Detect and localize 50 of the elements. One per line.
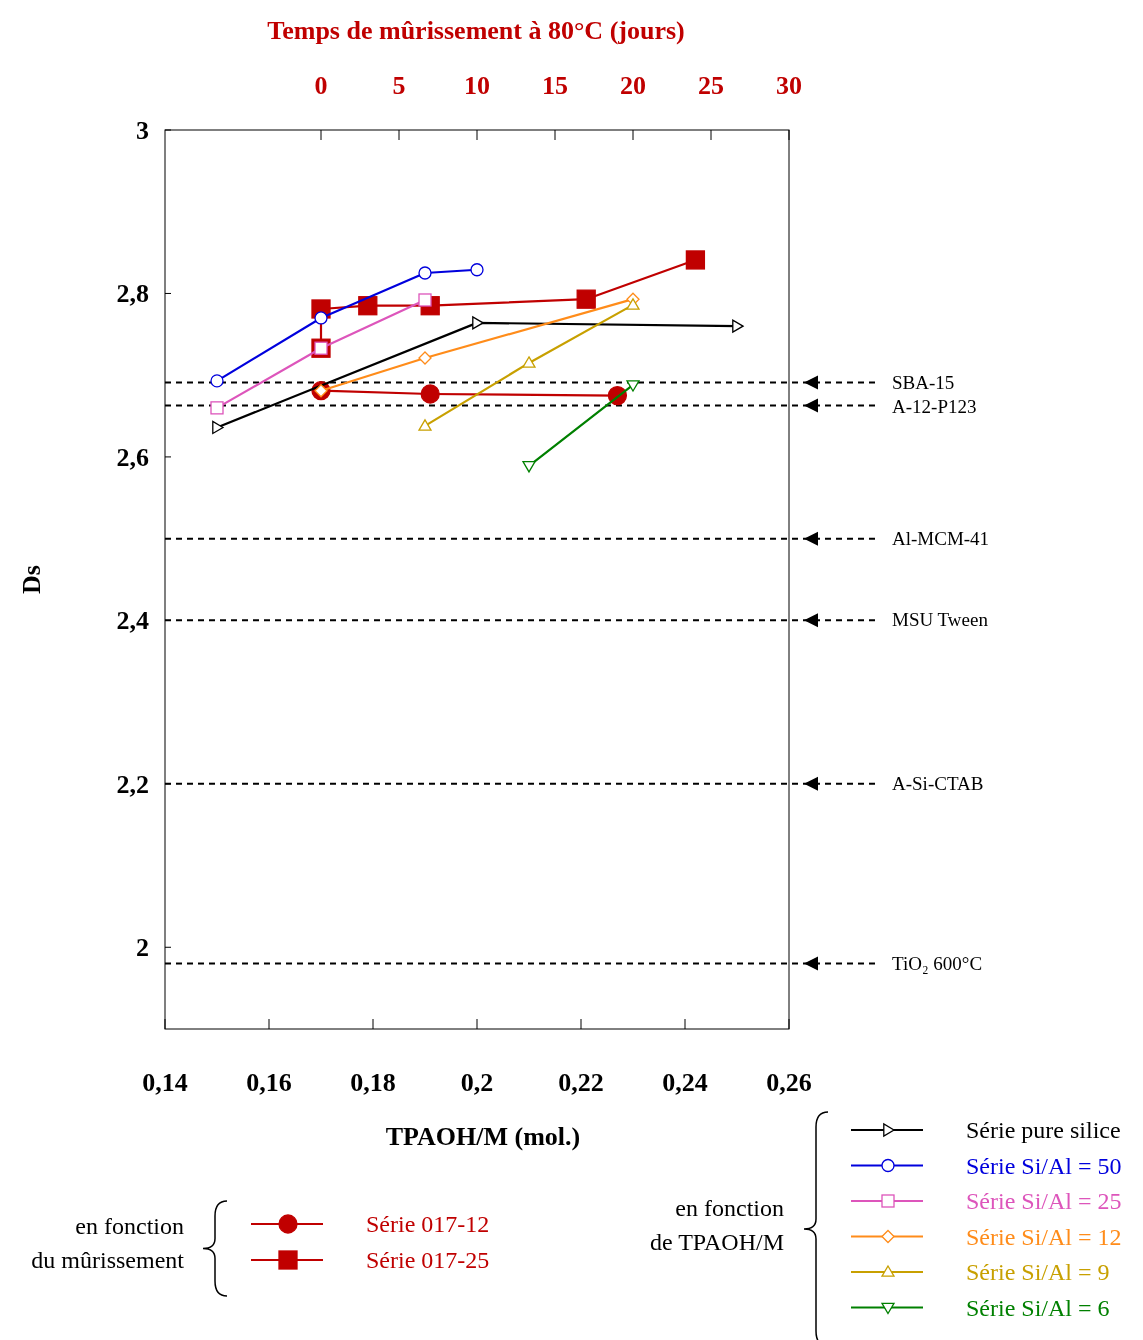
point bbox=[522, 356, 536, 368]
ref-line-label: A-12-P123 bbox=[892, 396, 977, 418]
x-tick-label: 0,24 bbox=[662, 1068, 708, 1097]
legend-label: Série Si/Al = 12 bbox=[966, 1223, 1122, 1250]
legend-label: Série Si/Al = 9 bbox=[966, 1259, 1110, 1285]
x2-tick-label: 30 bbox=[776, 71, 802, 100]
ref-line-label: TiO₂ 600°C bbox=[892, 952, 983, 974]
legend-label: Série Si/Al = 25 bbox=[966, 1188, 1122, 1214]
y-tick-label: 2 bbox=[136, 933, 149, 963]
x2-tick-label: 15 bbox=[542, 71, 568, 100]
legend-label: Série Si/Al = 50 bbox=[966, 1152, 1122, 1179]
point bbox=[418, 419, 432, 431]
x-tick-label: 0,16 bbox=[246, 1068, 292, 1097]
x2-tick-label: 25 bbox=[698, 71, 724, 100]
x-tick-label: 0,14 bbox=[142, 1068, 188, 1097]
text: en fonction du mûrissement bbox=[31, 1213, 185, 1273]
point bbox=[314, 311, 328, 325]
legend-label: Série Si/Al = 6 bbox=[966, 1294, 1110, 1321]
ref-line-label: Al-MCM-41 bbox=[892, 527, 990, 549]
y-tick-label: 2,4 bbox=[116, 606, 149, 636]
ref-line-label: SBA-15 bbox=[892, 371, 955, 393]
point bbox=[732, 319, 744, 333]
point bbox=[212, 420, 224, 435]
legend-label: Série 017-25 bbox=[366, 1247, 490, 1273]
y-tick-label: 2,6 bbox=[116, 442, 149, 472]
x2-tick-label: 20 bbox=[620, 71, 646, 100]
x-axis-title: TPAOH/M (mol.) bbox=[385, 1122, 581, 1151]
y-tick-label: 2,8 bbox=[116, 279, 149, 309]
x-tick-label: 0,18 bbox=[350, 1068, 396, 1097]
ref-line-label: A-Si-CTAB bbox=[892, 772, 984, 794]
x2-tick-label: 5 bbox=[392, 71, 406, 100]
point bbox=[418, 266, 432, 280]
x2-axis-title: Temps de mûrissement à 80°C (jours) bbox=[267, 16, 685, 45]
point bbox=[470, 263, 484, 277]
point bbox=[210, 374, 224, 388]
legend-label: Série pure silice bbox=[966, 1117, 1121, 1143]
y-axis-title: Ds bbox=[17, 565, 46, 594]
text: en fonction de TPAOH/M bbox=[649, 1195, 784, 1255]
ref-line-label: MSU Tween bbox=[892, 609, 989, 631]
y-tick-label: 3 bbox=[136, 116, 149, 145]
x-tick-label: 0,2 bbox=[460, 1068, 494, 1097]
legend-label: Série 017-12 bbox=[366, 1211, 490, 1237]
x-tick-label: 0,26 bbox=[766, 1068, 812, 1097]
point bbox=[472, 316, 484, 330]
point bbox=[626, 298, 640, 310]
y-tick-label: 2,2 bbox=[116, 769, 149, 799]
x-tick-label: 0,22 bbox=[558, 1068, 604, 1097]
point bbox=[210, 401, 224, 415]
x2-tick-label: 10 bbox=[464, 71, 490, 100]
x2-tick-label: 0 bbox=[314, 71, 328, 100]
